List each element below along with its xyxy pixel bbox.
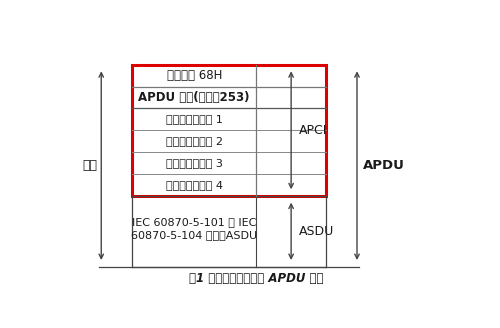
- Text: APDU 长度(最大，253): APDU 长度(最大，253): [138, 91, 250, 104]
- Text: 控制域八位位组 2: 控制域八位位组 2: [166, 136, 223, 146]
- Text: 控制域八位位组 3: 控制域八位位组 3: [166, 158, 222, 168]
- Text: IEC 60870-5-101 和 IEC: IEC 60870-5-101 和 IEC: [132, 217, 256, 227]
- Text: 起动字符 68H: 起动字符 68H: [166, 69, 222, 82]
- Text: 控制域八位位组 1: 控制域八位位组 1: [166, 114, 222, 124]
- Text: 60870-5-104 定义的ASDU: 60870-5-104 定义的ASDU: [131, 230, 258, 240]
- Text: APCI: APCI: [299, 124, 327, 137]
- Text: 长度: 长度: [82, 159, 98, 172]
- Text: ASDU: ASDU: [299, 225, 334, 238]
- Bar: [132, 65, 326, 196]
- Text: 图1 应用规约数据单元 APDU 格式: 图1 应用规约数据单元 APDU 格式: [189, 272, 324, 285]
- Text: 控制域八位位组 4: 控制域八位位组 4: [166, 180, 223, 190]
- Text: APDU: APDU: [363, 159, 405, 172]
